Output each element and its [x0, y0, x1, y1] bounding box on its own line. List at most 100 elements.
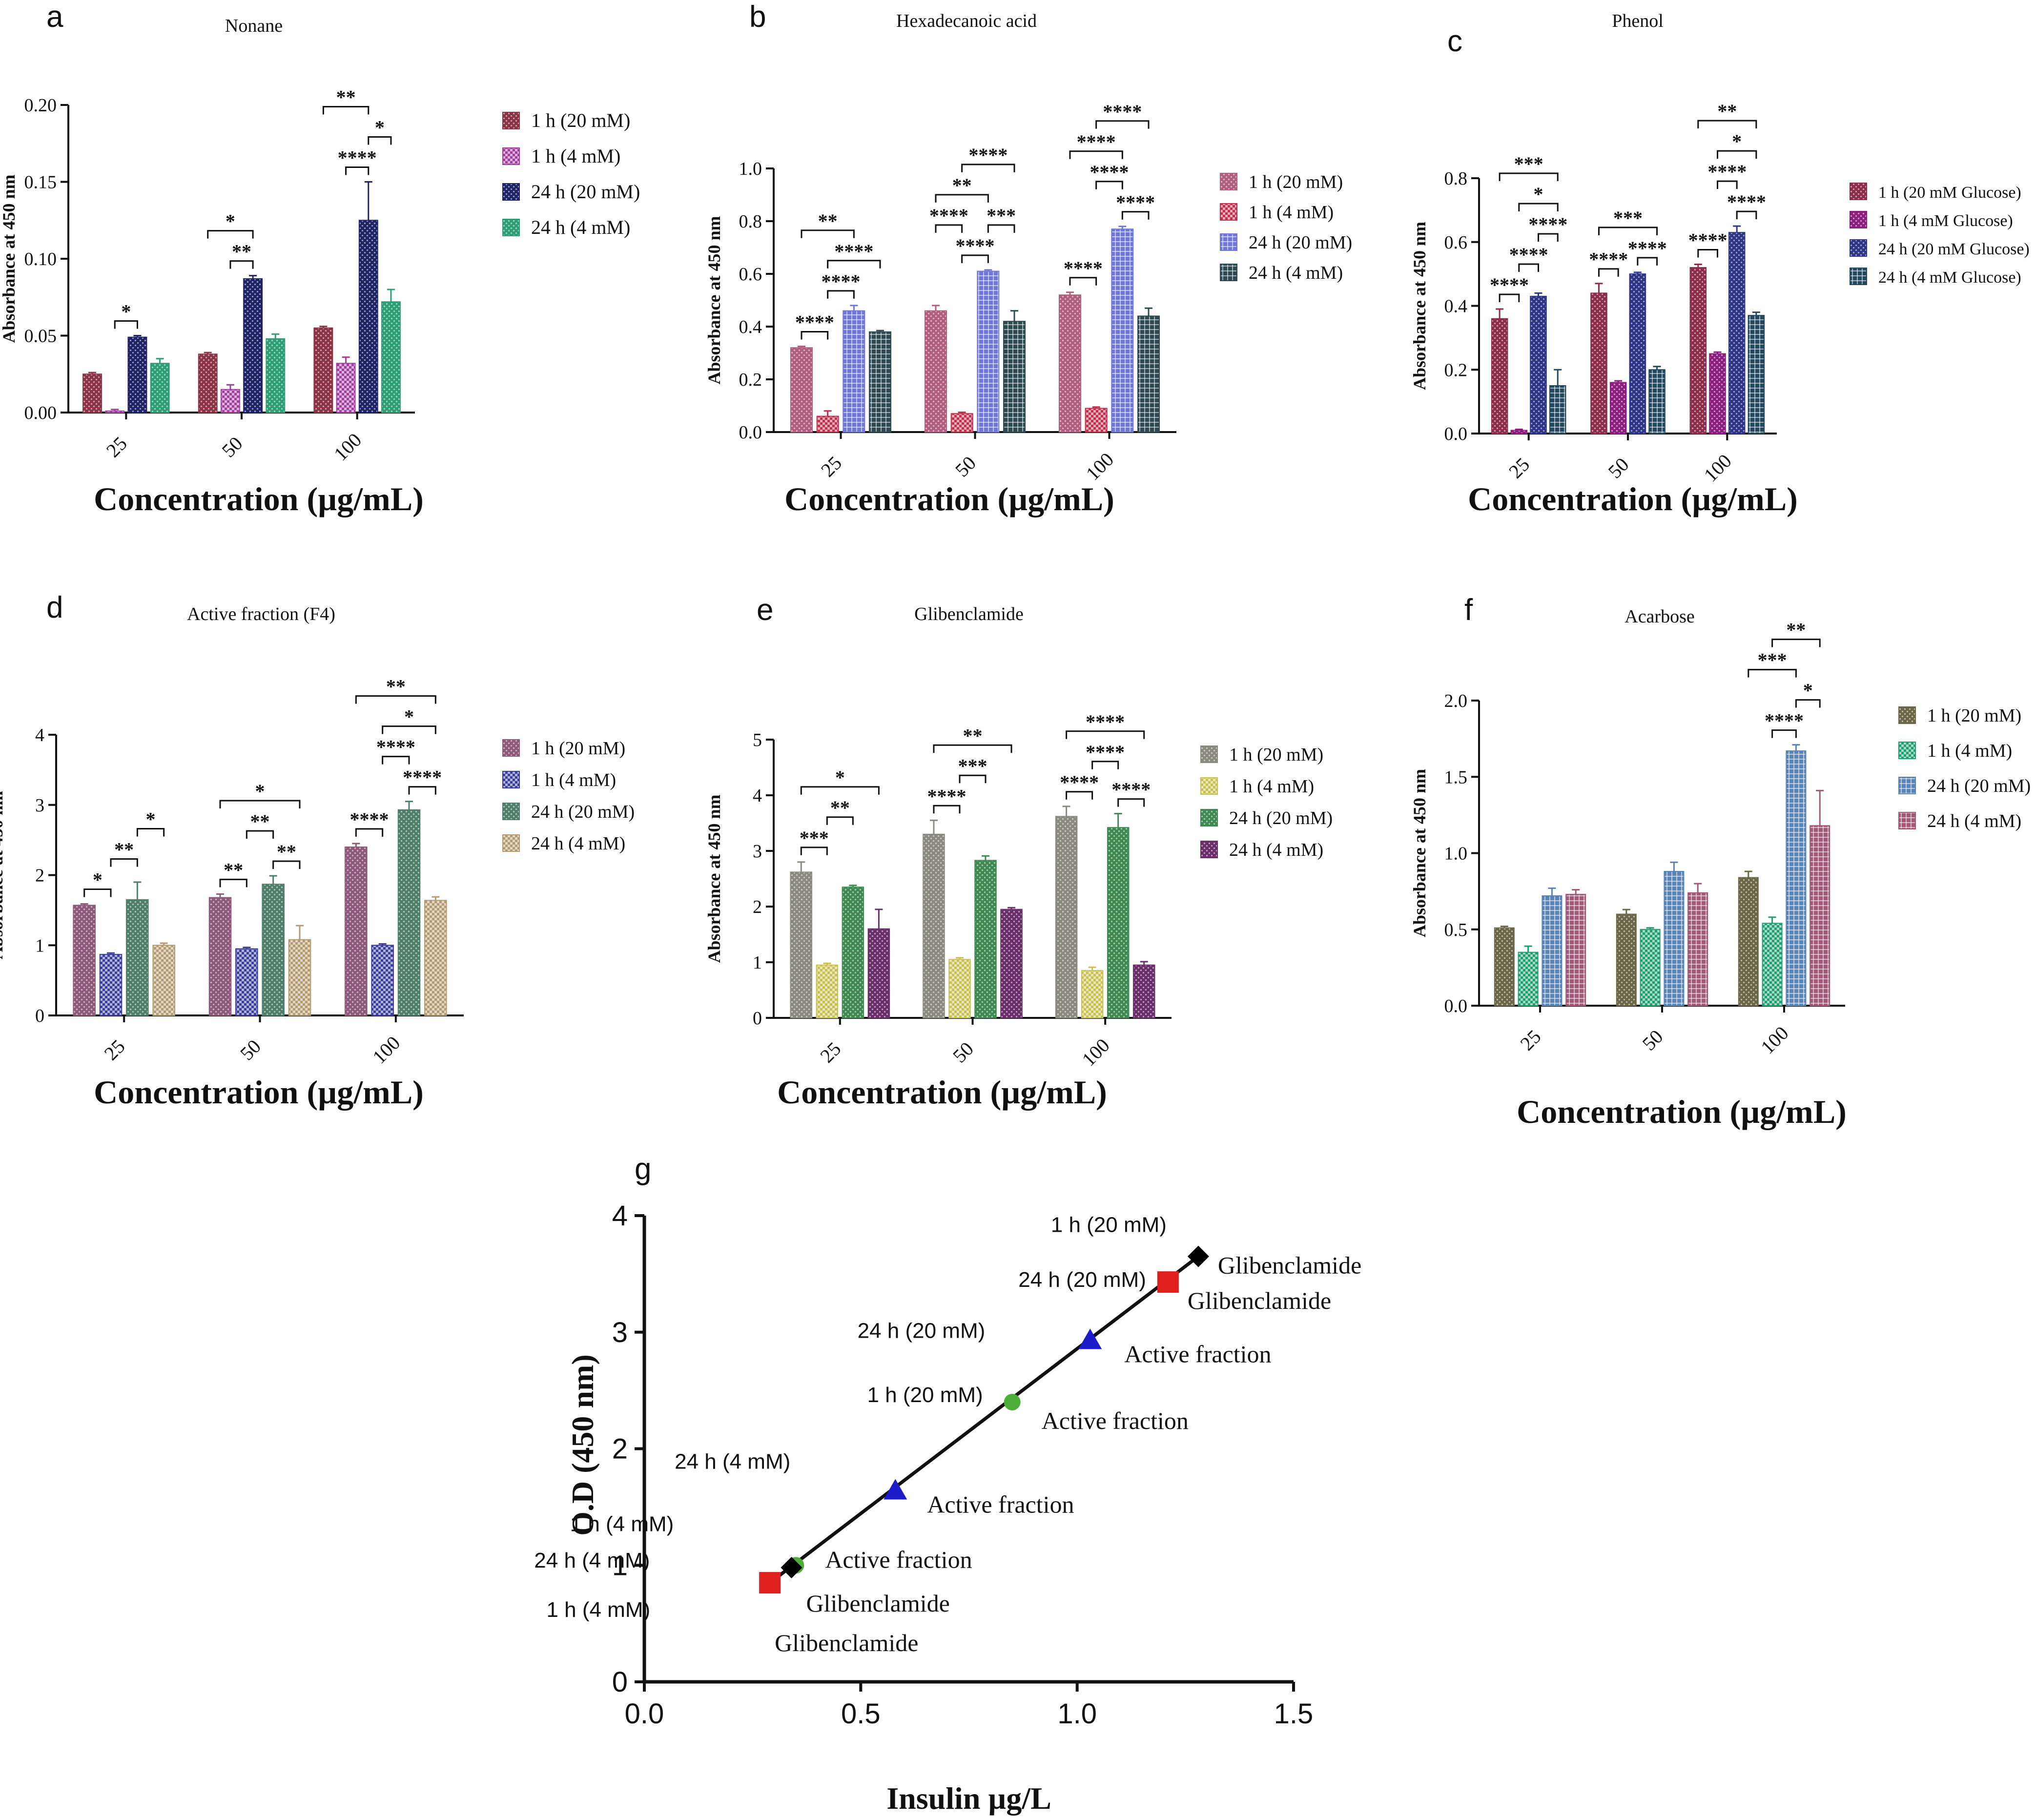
y-tick-label: 0.4 — [1444, 296, 1468, 317]
bar — [1738, 877, 1759, 1006]
significance-bracket — [1716, 180, 1738, 189]
significance-bracket — [207, 230, 254, 239]
y-tick-label: 3 — [35, 795, 44, 816]
bar — [1003, 321, 1026, 433]
x-tick-label: 50 — [951, 452, 980, 481]
significance-bracket — [1117, 798, 1145, 807]
point-condition-label: 1 h (4 mM) — [546, 1598, 650, 1622]
bar — [1664, 871, 1685, 1006]
legend-label: 24 h (4 mM) — [1229, 840, 1323, 860]
legend-swatch — [1220, 173, 1237, 190]
x-tick-label: 100 — [1082, 448, 1118, 484]
legend-swatch — [1200, 777, 1218, 795]
bar — [220, 389, 240, 413]
significance-bracket — [1598, 227, 1658, 235]
bar — [381, 301, 401, 414]
bar — [1689, 267, 1707, 434]
legend-label: 1 h (20 mM) — [531, 738, 625, 759]
bar — [1648, 369, 1666, 434]
point-label: Glibenclamide — [1218, 1252, 1361, 1279]
bar — [1518, 951, 1539, 1006]
y-tick-label: 0.05 — [24, 326, 57, 347]
x-tick-label: 25 — [102, 432, 131, 461]
significance-label: **** — [1727, 191, 1766, 213]
bar — [1810, 825, 1830, 1006]
significance-bracket — [1736, 210, 1757, 220]
significance-label: ** — [830, 797, 850, 819]
significance-bracket — [382, 725, 436, 734]
y-tick-label: 0.2 — [1444, 360, 1468, 380]
legend-label: 1 h (4 mM) — [1229, 776, 1314, 797]
y-tick-label: 1.0 — [1444, 844, 1468, 864]
panel-f: f Acarbose 0.0 0.5 1.0 1.5 2.0 Absorbance at 45… — [1410, 593, 2031, 1130]
significance-label: *** — [1613, 207, 1643, 229]
bar — [1000, 909, 1023, 1018]
significance-label: **** — [1589, 248, 1628, 270]
significance-label: **** — [1765, 710, 1804, 732]
legend-swatch — [1850, 239, 1867, 257]
significance-label: **** — [1528, 213, 1567, 235]
y-axis-label: Absorbance at 450 nm — [1410, 222, 1429, 390]
bar — [816, 964, 839, 1018]
legend-swatch — [502, 771, 520, 788]
y-tick-label: 0.4 — [739, 317, 762, 337]
bar — [1058, 294, 1081, 433]
legend-label: 1 h (4 mM) — [1249, 202, 1334, 223]
point-condition-label: 1 h (20 mM) — [867, 1383, 983, 1407]
significance-label: **** — [1688, 229, 1728, 251]
legend-label: 24 h (4 mM) — [1927, 811, 2021, 831]
y-tick-label: 2.0 — [1444, 691, 1468, 711]
legend-label: 24 h (4 mM) — [531, 833, 625, 854]
legend-swatch — [1200, 841, 1218, 858]
panel-title: Glibenclamide — [914, 604, 1024, 624]
bar — [1494, 927, 1515, 1006]
y-tick-label: 4 — [35, 725, 44, 745]
significance-bracket — [1069, 150, 1123, 159]
y-axis-label: Absorbance at 450 nm — [0, 791, 6, 959]
y-tick-label: 4 — [753, 786, 762, 806]
x-tick-label: 25 — [816, 1037, 845, 1067]
bar — [867, 928, 890, 1018]
significance-label: ** — [114, 838, 134, 860]
bar — [127, 336, 147, 414]
significance-label: ** — [277, 841, 296, 863]
bar — [1728, 232, 1746, 434]
panel-d: d Active fraction (F4) 0 1 2 3 4 Absorbance at … — [0, 591, 635, 1111]
significance-label: **** — [376, 736, 415, 758]
significance-label: **** — [1111, 779, 1151, 801]
significance-label: ** — [386, 676, 406, 698]
legend-swatch — [502, 834, 520, 852]
point-label: Glibenclamide — [1188, 1287, 1331, 1314]
bar — [150, 363, 170, 414]
panel-a: a Nonane 0.00 0.05 0.10 0.15 0.20 Absorbance at… — [0, 0, 640, 517]
bar — [1055, 816, 1078, 1018]
significance-bracket — [1066, 730, 1145, 739]
x-tick-label: 25 — [1504, 453, 1534, 482]
bar — [1590, 292, 1607, 434]
y-tick-label: 0.8 — [1444, 168, 1468, 189]
significance-bracket — [382, 756, 410, 765]
bar — [126, 899, 149, 1016]
significance-label: ** — [818, 210, 838, 232]
legend-swatch — [502, 219, 520, 236]
bar — [1085, 408, 1108, 433]
bar — [73, 905, 96, 1016]
significance-bracket — [272, 860, 301, 869]
point-condition-label: 1 h (20 mM) — [1051, 1213, 1167, 1237]
bar — [1542, 895, 1563, 1006]
y-tick-label: 4 — [612, 1200, 628, 1232]
significance-bracket — [1598, 268, 1619, 277]
significance-label: ** — [250, 810, 270, 832]
significance-label: * — [145, 808, 155, 830]
bar — [816, 415, 839, 433]
significance-bracket — [933, 805, 961, 814]
significance-label: ** — [336, 86, 356, 108]
legend-label: 1 h (4 mM) — [1927, 741, 2012, 761]
legend-label: 24 h (20 mM) — [1249, 232, 1352, 253]
x-axis-label: Concentration (µg/mL) — [1517, 1093, 1847, 1130]
significance-label: * — [93, 869, 103, 890]
significance-bracket — [345, 166, 370, 175]
y-tick-label: 0.0 — [739, 422, 762, 443]
y-axis-label: Absorbance at 450 nm — [0, 174, 19, 343]
significance-label: **** — [338, 147, 377, 169]
